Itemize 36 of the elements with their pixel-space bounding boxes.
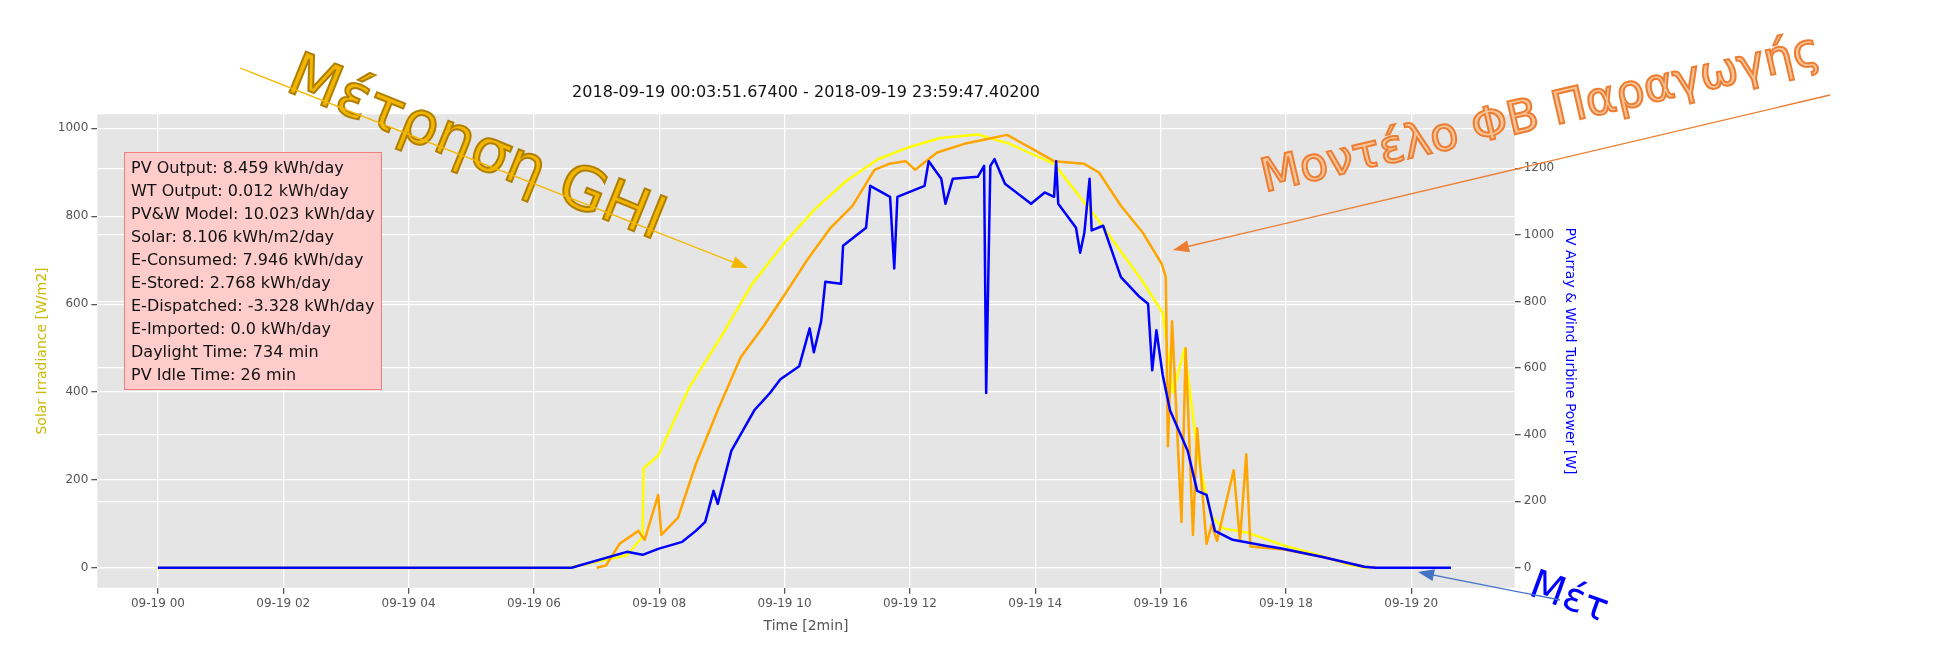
y2-tick-label: 1000 [1523,226,1555,241]
y2-tick-label: 400 [1523,426,1547,441]
y2-axis-title: PV Array & Wind Turbine Power [W] [1562,227,1579,475]
annotation: E-Stored: 2.768 kWh/day [131,272,332,294]
y-tick-label: 800 [65,208,89,223]
annotation: PV Idle Time: 26 min [131,364,298,386]
x-tick-label: 09-19 00 [130,596,185,611]
x-tick-label: 09-19 20 [1384,596,1439,611]
x-tick-label: 09-19 14 [1008,596,1063,611]
annotation: Solar: 8.106 kWh/m2/day [131,226,336,248]
annotation: E-Imported: 0.0 kWh/day [131,318,333,340]
x-tick-label: 09-19 12 [882,596,937,611]
x-axis-title: Time [2min] [762,617,849,634]
annotation: E-Dispatched: -3.328 kWh/day [131,295,375,317]
y2-tick-label: 200 [1523,493,1547,508]
chart-title: 2018-09-19 00:03:51.67400 - 2018-09-19 23:59:47.40200 [572,81,1040,101]
y-tick-label: 200 [65,472,89,487]
x-tick-label: 09-19 10 [757,596,812,611]
y2-tick-label: 600 [1523,360,1547,375]
x-tick-label: 09-19 06 [506,596,561,611]
annotation: PV&W Model: 10.023 kWh/day [131,203,375,225]
y2-tick-label: 800 [1523,293,1547,308]
y-tick-label: 1000 [57,120,89,135]
y-tick-label: 600 [65,296,89,311]
y-axis-title: Solar Irradiance [W/m2] [33,267,50,435]
y-tick-label: 400 [65,384,89,399]
y2-tick-label: 1200 [1523,160,1555,175]
annotation: Daylight Time: 734 min [131,341,320,363]
x-tick-label: 09-19 02 [256,596,311,611]
x-tick-label: 09-19 16 [1133,596,1188,611]
annotation: E-Consumed: 7.946 kWh/day [131,249,365,271]
y2-tick-label: 0 [1523,559,1532,574]
x-tick-label: 09-19 08 [632,596,687,611]
x-tick-label: 09-19 04 [381,596,436,611]
x-tick-label: 09-19 18 [1258,596,1313,611]
y-tick-label: 0 [80,560,89,575]
